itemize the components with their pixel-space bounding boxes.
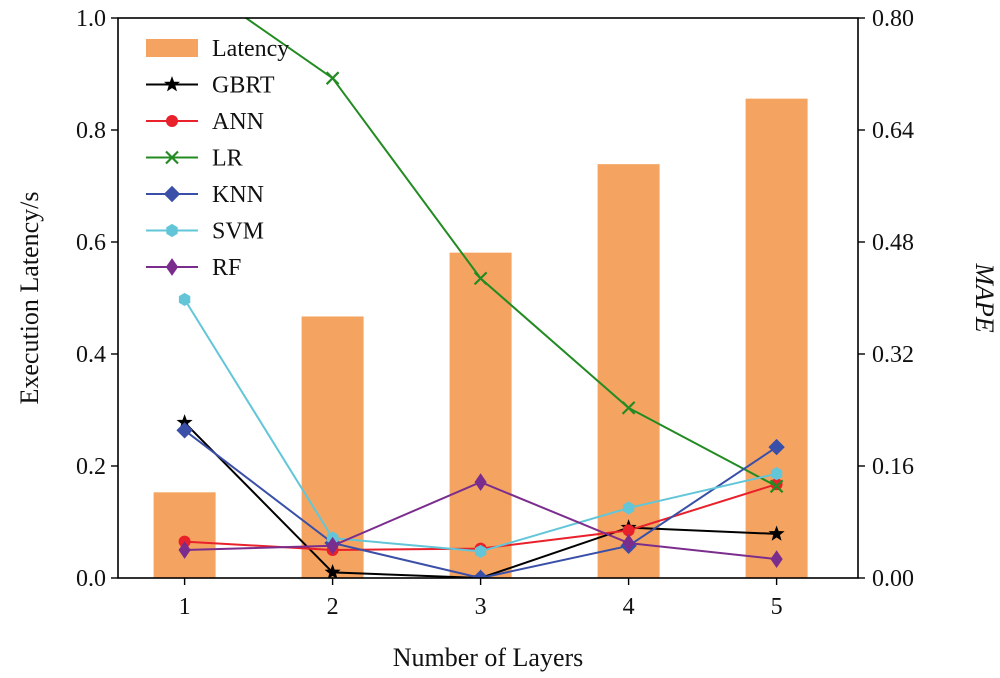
rf-point-1	[178, 541, 191, 559]
left-tick-label-0.6: 0.6	[76, 230, 106, 256]
left-tick-label-0.2: 0.2	[76, 454, 106, 480]
knn-point-3	[472, 569, 489, 578]
left-y-axis-title: Execution Latency/s	[15, 192, 44, 405]
svm-point-3	[474, 544, 487, 558]
knn-point-5	[768, 438, 785, 456]
right-tick-label-0.32: 0.32	[872, 342, 914, 368]
legend-marker-knn	[163, 185, 181, 203]
legend-label-svm: SVM	[212, 219, 264, 245]
lines-layer	[176, 18, 785, 578]
legend-label-latency: Latency	[212, 36, 289, 62]
x-tick-label-4: 4	[623, 594, 635, 620]
axes-layer: 0.0 0.2 0.4 0.6 0.8 1.0 0.00 0.16 0.32 0.48 0.64 0.…	[76, 6, 914, 620]
right-tick-label-0.80: 0.80	[872, 6, 914, 32]
bars-layer	[153, 98, 808, 578]
x-tick-label-3: 3	[475, 594, 487, 620]
right-tick-label-0.64: 0.64	[872, 118, 914, 144]
knn-line	[183, 429, 778, 578]
rf-point-5	[770, 550, 783, 568]
legend-marker-gbrt	[163, 76, 181, 92]
svm-point-1	[178, 292, 191, 306]
left-tick-label-0.8: 0.8	[76, 118, 106, 144]
right-tick-label-0.16: 0.16	[872, 454, 914, 480]
latency-bar-3	[449, 252, 512, 578]
right-tick-label-0.48: 0.48	[872, 230, 914, 256]
legend: Latency GBRT ANN LR KNN SVM RF	[146, 36, 289, 281]
svm-point-5	[770, 467, 783, 481]
x-axis-title: Number of Layers	[393, 643, 584, 672]
legend-marker-ann	[166, 115, 178, 127]
lr-point-5	[769, 479, 784, 494]
legend-label-ann: ANN	[212, 109, 264, 135]
legend-marker-svm	[166, 223, 178, 238]
legend-label-rf: RF	[212, 255, 241, 281]
legend-swatch-latency	[146, 39, 198, 57]
legend-marker-lr	[165, 150, 179, 165]
lr-point-2	[325, 71, 340, 85]
lr-point-4	[621, 401, 636, 415]
gbrt-line	[183, 421, 777, 578]
left-tick-label-0.4: 0.4	[76, 342, 106, 368]
latency-bar-1	[153, 492, 216, 578]
legend-label-lr: LR	[212, 146, 243, 172]
x-tick-label-5: 5	[771, 594, 783, 620]
left-tick-label-0.0: 0.0	[76, 566, 106, 592]
latency-bar-4	[597, 164, 660, 578]
rf-point-4	[622, 534, 635, 552]
x-tick-label-2: 2	[327, 594, 339, 620]
lr-point-3	[473, 271, 488, 286]
latency-bar-5	[745, 98, 808, 578]
x-tick-label-1: 1	[179, 594, 191, 620]
right-tick-label-0.00: 0.00	[872, 566, 914, 592]
knn-point-1	[176, 422, 193, 439]
rf-point-2	[326, 536, 339, 555]
svm-point-4	[622, 501, 635, 515]
series-group	[176, 18, 785, 578]
plot-frame	[117, 17, 859, 579]
gbrt-point-5	[768, 525, 785, 541]
legend-label-gbrt: GBRT	[212, 73, 275, 99]
legend-marker-rf	[165, 258, 179, 276]
legend-label-knn: KNN	[212, 182, 264, 208]
right-y-axis-title: MAPE	[970, 262, 999, 332]
left-tick-label-1.0: 1.0	[76, 6, 106, 32]
gbrt-point-2	[324, 563, 341, 578]
rf-point-3	[474, 473, 487, 491]
